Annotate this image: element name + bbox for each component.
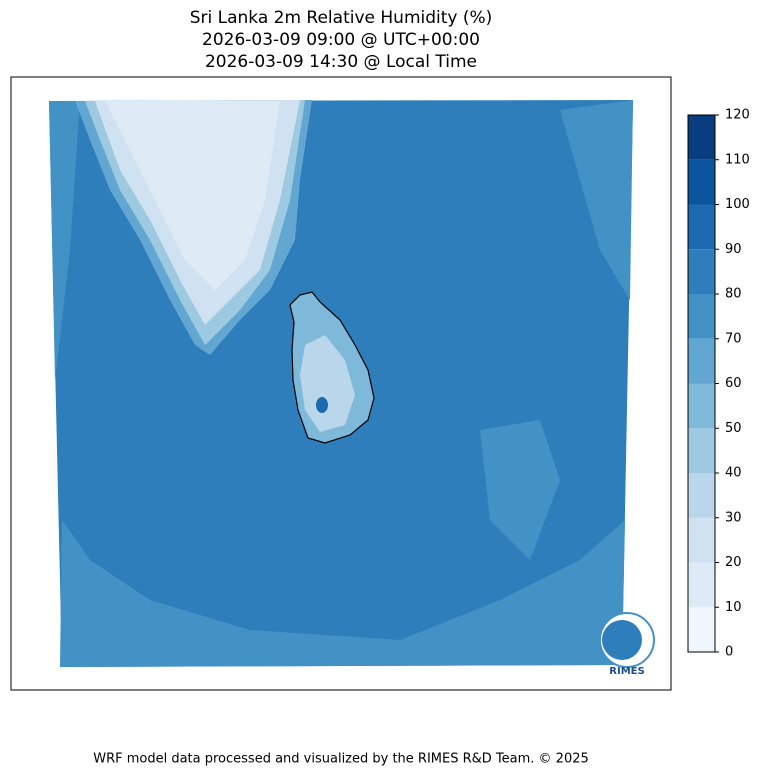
colorbar-bin [688,383,715,429]
colorbar-tick-label: 90 [725,242,742,257]
colorbar-bin [688,294,715,339]
colorbar-bin [688,204,715,250]
humidity-zone [49,101,80,380]
colorbar-tick-label: 0 [725,645,733,660]
logo-badge [602,620,642,660]
colorbar-bin [688,517,715,563]
colorbar-bin [688,428,715,473]
colorbar-bin [688,249,715,294]
title-line: 2026-03-09 14:30 @ Local Time [205,52,477,72]
colorbar-tick-label: 100 [725,197,750,212]
colorbar-tick-label: 120 [725,108,750,123]
land-zone [316,397,328,413]
humidity-zone [480,420,560,560]
colorbar-tick-label: 80 [725,287,742,302]
land-zone [300,335,355,432]
colorbar-bin [688,607,715,652]
colorbar-tick-label: 40 [725,466,742,481]
colorbar-tick-label: 30 [725,510,742,525]
humidity-zone [60,520,625,667]
colorbar-tick-label: 60 [725,376,742,391]
logo: RIMES [599,612,655,677]
land-zone [105,101,280,290]
colorbar-bin [688,115,715,160]
colorbar-tick-label: 50 [725,421,742,436]
humidity-zone [560,100,633,300]
colorbar-tick-label: 70 [725,331,742,346]
footer: WRF model data processed and visualized … [93,752,589,767]
logo-text: RIMES [609,666,644,677]
map [49,100,633,667]
title-line: Sri Lanka 2m Relative Humidity (%) [190,8,493,28]
colorbar-bin [688,562,715,608]
colorbar: 0 10 20 30 40 50 60 70 80 90 100 110 120 [687,108,750,660]
colorbar-tick-label: 110 [725,152,750,167]
colorbar-bin [688,159,715,205]
colorbar-bin [688,473,715,518]
colorbar-bin [688,338,715,384]
colorbar-tick-label: 20 [725,555,742,570]
colorbar-tick-label: 10 [725,600,742,615]
title-line: 2026-03-09 09:00 @ UTC+00:00 [202,30,480,50]
